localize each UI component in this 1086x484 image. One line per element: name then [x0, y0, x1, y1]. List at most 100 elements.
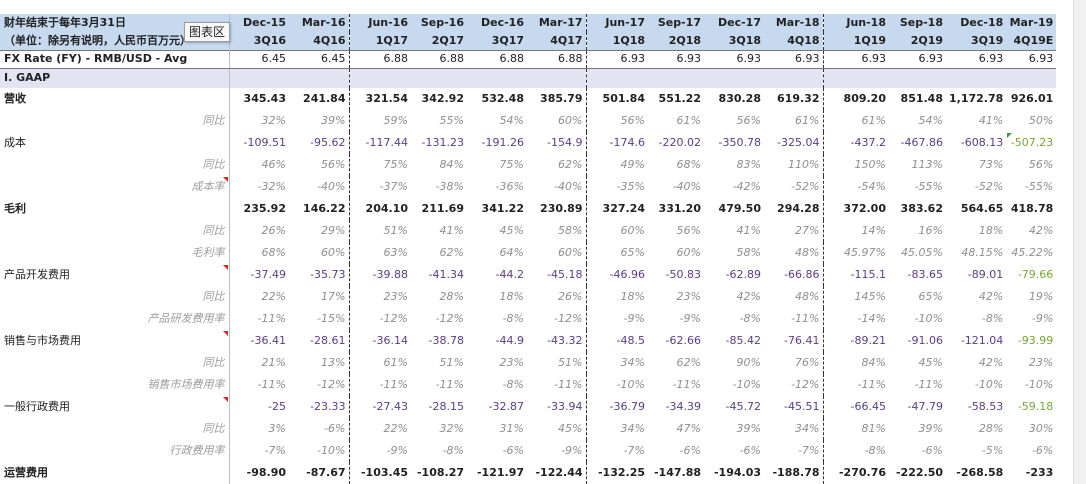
cell[interactable]: 45% [918, 356, 943, 369]
cell[interactable]: 23% [676, 290, 701, 303]
cell[interactable]: -437.2 [850, 136, 886, 149]
cell[interactable]: 54% [918, 114, 943, 127]
cell[interactable]: 62% [676, 356, 701, 369]
cell[interactable]: -10% [732, 378, 761, 391]
cell[interactable]: 31% [499, 422, 524, 435]
cell[interactable]: 551.22 [658, 92, 701, 105]
header-period[interactable]: Sep-17 [648, 14, 704, 32]
cell[interactable]: 6.93 [889, 49, 946, 69]
cell[interactable]: -11% [914, 378, 943, 391]
cell[interactable]: -36.14 [372, 334, 408, 347]
row-label[interactable]: 一般行政费用 [0, 396, 230, 418]
cell[interactable]: 145% [854, 290, 886, 303]
cell[interactable]: 56% [1028, 158, 1054, 171]
cell[interactable] [349, 68, 411, 88]
cell[interactable]: -38.78 [428, 334, 464, 347]
cell[interactable]: 26% [527, 286, 587, 308]
header-quarter[interactable]: 2Q17 [411, 32, 467, 50]
cell[interactable]: -40% [289, 176, 350, 198]
cell[interactable]: 55% [439, 114, 464, 127]
cell[interactable]: -93.99 [1017, 334, 1054, 347]
cell[interactable]: -188.78 [764, 462, 824, 484]
cell[interactable]: -11% [527, 374, 587, 396]
cell[interactable]: -98.90 [246, 466, 286, 479]
cell[interactable]: 34% [620, 422, 645, 435]
cell[interactable]: 42% [978, 290, 1004, 303]
cell[interactable]: -608.13 [960, 136, 1004, 149]
cell[interactable]: -132.25 [597, 466, 645, 479]
cell[interactable]: 6.93 [704, 49, 764, 69]
cell[interactable]: -220.02 [658, 136, 701, 149]
header-period[interactable]: Sep-18 [889, 14, 946, 32]
cell[interactable]: -6% [679, 444, 701, 457]
cell[interactable]: 294.28 [764, 198, 824, 220]
cell[interactable]: -12% [435, 312, 464, 325]
cell[interactable]: -62.66 [665, 334, 701, 347]
cell[interactable]: 6.93 [1006, 49, 1057, 69]
cell[interactable]: 65% [620, 246, 645, 259]
cell[interactable]: -43.32 [527, 330, 587, 352]
cell[interactable]: -11% [435, 378, 464, 391]
cell[interactable]: -115.1 [850, 268, 886, 281]
cell[interactable]: 48.15% [961, 246, 1004, 259]
cell[interactable]: -8% [864, 444, 886, 457]
cell[interactable]: -79.66 [1017, 268, 1054, 281]
header-quarter[interactable]: 3Q19 [946, 32, 1007, 50]
cell[interactable]: -37.49 [250, 268, 286, 281]
header-period[interactable]: Mar-17 [527, 14, 587, 32]
cell[interactable]: 230.89 [527, 198, 587, 220]
cell[interactable]: -9% [679, 312, 701, 325]
row-label[interactable]: 产品研发费用率 [0, 308, 230, 330]
cell[interactable]: 39% [736, 422, 761, 435]
cell[interactable]: 64% [499, 246, 524, 259]
cell[interactable]: 47% [676, 422, 701, 435]
header-label-fiscal-year[interactable]: 财年结束于每年3月31日 [0, 14, 230, 32]
cell[interactable]: -40% [672, 180, 701, 193]
cell[interactable]: 23% [383, 290, 408, 303]
header-period[interactable]: Jun-17 [586, 14, 648, 32]
cell[interactable]: -35% [616, 180, 645, 193]
cell[interactable]: -66.45 [850, 400, 886, 413]
cell[interactable]: 61% [383, 356, 408, 369]
cell[interactable]: 21% [261, 356, 286, 369]
cell[interactable]: -89.01 [967, 268, 1004, 281]
cell[interactable]: -10% [289, 440, 350, 462]
cell[interactable]: -44.2 [495, 268, 524, 281]
cell[interactable]: 51% [383, 224, 408, 237]
cell[interactable]: 27% [764, 220, 824, 242]
header-period[interactable]: Mar-18 [764, 14, 824, 32]
cell[interactable]: 6.93 [648, 49, 704, 69]
cell[interactable]: 6.45 [289, 49, 350, 69]
cell[interactable]: -12% [764, 374, 824, 396]
cell[interactable]: 28% [978, 422, 1004, 435]
cell[interactable]: 90% [736, 356, 761, 369]
cell[interactable]: 372.00 [843, 202, 886, 215]
cell[interactable]: 532.48 [481, 92, 524, 105]
cell[interactable]: -52% [974, 180, 1004, 193]
cell[interactable]: -8% [981, 312, 1004, 325]
row-label[interactable]: 同比 [0, 154, 230, 176]
cell[interactable]: -35.73 [289, 264, 350, 286]
cell[interactable]: -108.27 [416, 466, 464, 479]
cell[interactable]: -55% [1024, 180, 1054, 193]
cell[interactable]: 3% [268, 422, 286, 435]
header-label-units[interactable]: （单位：除另有说明，人民币百万元） [0, 32, 230, 50]
row-label[interactable]: 同比 [0, 352, 230, 374]
cell[interactable]: 56% [736, 114, 761, 127]
cell[interactable]: 241.84 [289, 88, 350, 110]
cell[interactable]: 42% [1028, 224, 1054, 237]
cell[interactable]: 48% [764, 286, 824, 308]
cell[interactable]: 58% [527, 220, 587, 242]
row-label[interactable]: 销售与市场费用 [0, 330, 230, 352]
cell[interactable]: 45.22% [1011, 246, 1054, 259]
cell[interactable]: 56% [676, 224, 701, 237]
cell[interactable]: 331.20 [658, 202, 701, 215]
cell[interactable]: 13% [289, 352, 350, 374]
cell[interactable]: 327.24 [602, 202, 645, 215]
cell[interactable]: 18% [499, 290, 524, 303]
cell[interactable]: 17% [289, 286, 350, 308]
cell[interactable]: -11% [857, 378, 886, 391]
cell[interactable]: 68% [676, 158, 701, 171]
cell[interactable]: 42% [978, 356, 1004, 369]
header-period[interactable]: Jun-16 [349, 14, 411, 32]
